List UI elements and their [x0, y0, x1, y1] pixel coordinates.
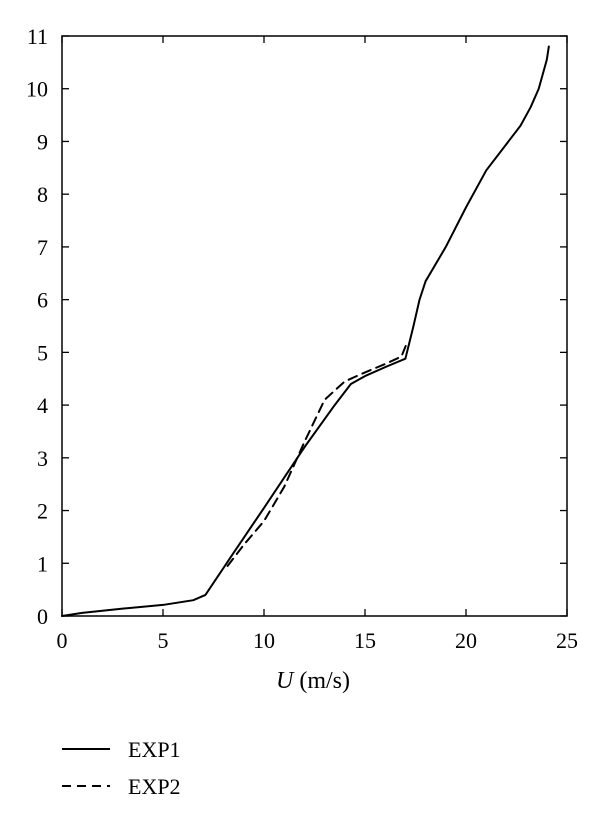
- x-axis-unit: (m/s): [293, 668, 350, 694]
- y-tick-label: 6: [37, 288, 48, 313]
- legend-label-exp1: EXP1: [128, 737, 181, 762]
- legend: EXP1 EXP2: [62, 737, 181, 799]
- plot-border: [61, 35, 568, 617]
- y-tick-label: 8: [37, 182, 48, 207]
- axis-ticks: [61, 35, 568, 617]
- series-line-exp2: [226, 340, 409, 567]
- y-tick-label: 4: [37, 393, 48, 418]
- x-tick-label: 0: [57, 628, 68, 653]
- y-tick-label: 5: [37, 340, 48, 365]
- data-series: [61, 45, 550, 617]
- series-line-exp1: [61, 45, 550, 617]
- y-tick-label: 3: [37, 446, 48, 471]
- y-tick-label: 7: [37, 235, 48, 260]
- x-axis-title: U (m/s): [276, 668, 350, 694]
- legend-label-exp2: EXP2: [128, 774, 181, 799]
- y-tick-label: 10: [26, 77, 48, 102]
- x-tick-label: 10: [253, 628, 275, 653]
- tick-labels: 0 5 10 15 20 25 0 1 2 3 4 5 6 7 8 9 10 11: [26, 24, 578, 653]
- plot-area: [61, 35, 568, 617]
- x-tick-label: 5: [158, 628, 169, 653]
- y-tick-label: 0: [37, 604, 48, 629]
- x-tick-label: 25: [556, 628, 578, 653]
- x-tick-label: 15: [354, 628, 376, 653]
- x-tick-label: 20: [455, 628, 477, 653]
- y-tick-label: 2: [37, 499, 48, 524]
- y-tick-label: 9: [37, 129, 48, 154]
- y-tick-label: 11: [27, 24, 48, 49]
- y-tick-label: 1: [37, 551, 48, 576]
- x-axis-variable: U: [276, 668, 295, 694]
